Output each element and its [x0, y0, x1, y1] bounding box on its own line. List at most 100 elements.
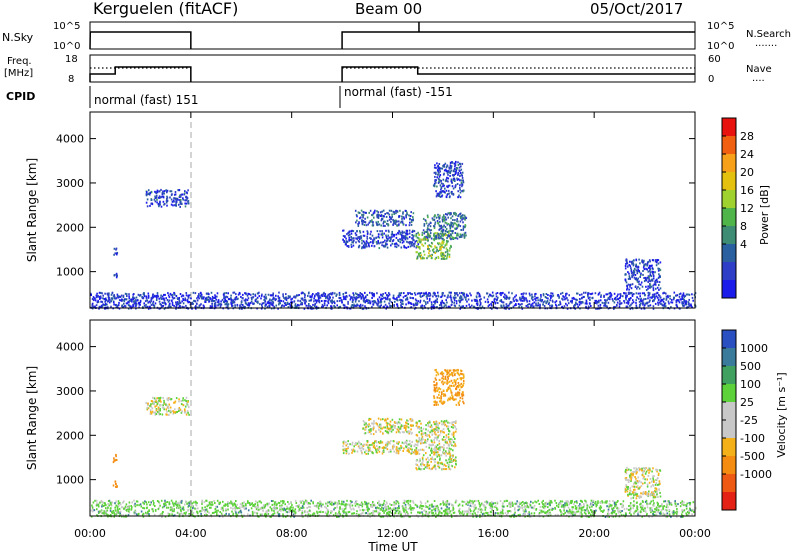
data-cell	[451, 392, 453, 394]
data-cell	[342, 445, 344, 447]
data-cell	[447, 462, 449, 464]
data-cell	[160, 404, 162, 406]
data-cell	[416, 234, 418, 236]
data-cell	[408, 444, 410, 446]
data-cell	[418, 449, 420, 451]
data-cell	[438, 454, 440, 456]
data-cell	[175, 401, 177, 403]
data-cell	[416, 423, 418, 425]
data-cell	[384, 240, 386, 242]
data-cell	[421, 440, 423, 442]
data-cell	[448, 438, 450, 440]
data-cell	[418, 466, 420, 468]
data-cell	[382, 242, 384, 244]
data-cell	[241, 301, 243, 303]
data-cell	[180, 400, 182, 402]
data-cell	[265, 303, 267, 305]
data-cell	[456, 178, 458, 180]
data-cell	[259, 295, 261, 297]
data-cell	[100, 306, 102, 308]
data-cell	[148, 189, 150, 191]
data-cell	[343, 450, 345, 452]
data-cell	[434, 235, 436, 237]
data-cell	[224, 296, 226, 298]
data-cell	[363, 231, 365, 233]
data-cell	[451, 193, 453, 195]
data-cell	[391, 218, 393, 220]
data-cell	[361, 219, 363, 221]
data-cell	[398, 448, 400, 450]
data-cell	[652, 285, 654, 287]
data-cell	[244, 292, 246, 294]
data-cell	[441, 304, 443, 306]
data-cell	[591, 297, 593, 299]
data-cell	[144, 295, 146, 297]
data-cell	[625, 292, 627, 294]
data-cell	[605, 305, 607, 307]
data-cell	[393, 304, 395, 306]
data-cell	[419, 293, 421, 295]
data-cell	[636, 269, 638, 271]
data-cell	[169, 296, 171, 298]
data-cell	[358, 300, 360, 302]
data-cell	[409, 230, 411, 232]
data-cell	[603, 305, 605, 307]
data-cell	[396, 441, 398, 443]
data-cell	[447, 422, 449, 424]
data-cell	[658, 289, 660, 291]
data-cell	[357, 238, 359, 240]
data-cell	[176, 411, 178, 413]
data-cell	[450, 233, 452, 235]
data-cell	[408, 451, 410, 453]
data-cell	[440, 233, 442, 235]
data-cell	[437, 436, 439, 438]
data-cell	[395, 210, 397, 212]
data-cell	[368, 431, 370, 433]
data-cell	[435, 221, 437, 223]
data-cell	[439, 443, 441, 445]
data-cell	[174, 408, 176, 410]
data-cell	[638, 293, 640, 295]
data-cell	[642, 483, 644, 485]
data-cell	[244, 299, 246, 301]
data-cell	[419, 256, 421, 258]
freq-trace	[90, 67, 695, 82]
data-cell	[425, 292, 427, 294]
data-cell	[382, 293, 384, 295]
data-cell	[634, 486, 636, 488]
data-cell	[165, 303, 167, 305]
data-cell	[683, 294, 685, 296]
data-cell	[385, 230, 387, 232]
data-cell	[361, 242, 363, 244]
data-cell	[150, 409, 152, 411]
data-cell	[449, 385, 451, 387]
data-cell	[447, 174, 449, 176]
data-cell	[114, 275, 116, 277]
data-cell	[179, 206, 181, 208]
data-cell	[438, 440, 440, 442]
data-cell	[572, 297, 574, 299]
data-cell	[634, 277, 636, 279]
data-cell	[351, 306, 353, 308]
colorbar-tick-label: 16	[740, 184, 754, 197]
data-cell	[411, 221, 413, 223]
data-cell	[128, 304, 130, 306]
data-cell	[364, 421, 366, 423]
data-cell	[227, 292, 229, 294]
data-cell	[583, 292, 585, 294]
data-cell	[649, 482, 651, 484]
data-cell	[245, 298, 247, 300]
data-cell	[648, 305, 650, 307]
data-cell	[438, 229, 440, 231]
data-cell	[435, 295, 437, 297]
data-cell	[651, 296, 653, 298]
data-cell	[341, 299, 343, 301]
data-cell	[367, 230, 369, 232]
data-cell	[347, 301, 349, 303]
data-cell	[653, 274, 655, 276]
data-cell	[392, 419, 394, 421]
data-cell	[184, 192, 186, 194]
data-cell	[643, 476, 645, 478]
data-cell	[631, 302, 633, 304]
data-cell	[133, 301, 135, 303]
